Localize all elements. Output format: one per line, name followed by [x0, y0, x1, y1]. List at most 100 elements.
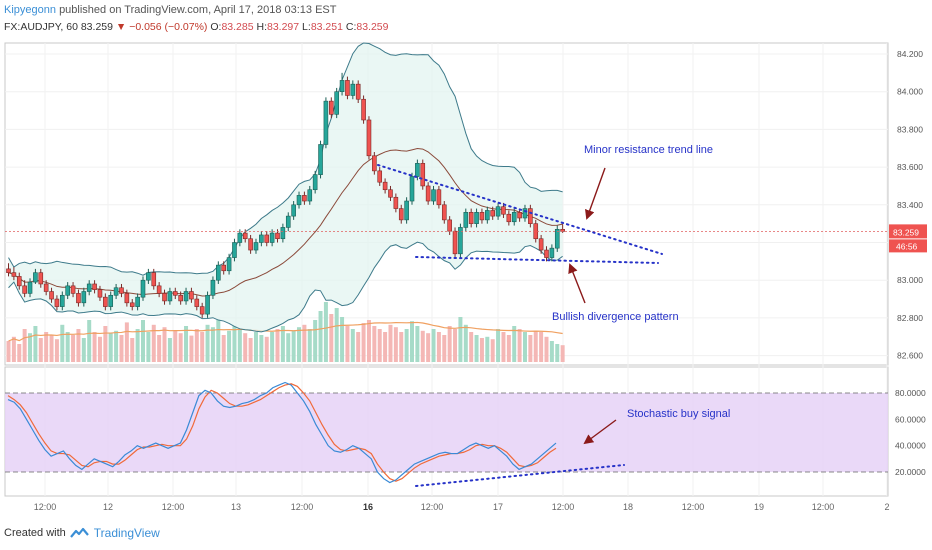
volume-bar: [399, 332, 404, 362]
candle-body: [194, 298, 200, 307]
tradingview-brand[interactable]: TradingView: [93, 526, 160, 540]
volume-bar: [97, 336, 102, 362]
candle-body: [92, 283, 97, 290]
candle-body: [334, 91, 339, 115]
close-value: 83.259: [356, 21, 389, 33]
volume-bar: [544, 336, 549, 362]
volume-bar: [38, 338, 43, 362]
volume-bar: [216, 320, 221, 362]
candle-body: [38, 272, 44, 285]
stoch-d-line: [7, 383, 557, 482]
change-value: ▼ −0.056 (−0.07%): [115, 21, 208, 33]
volume-bar: [54, 339, 59, 362]
candle-body: [554, 229, 560, 249]
candle-body: [458, 227, 463, 255]
volume-bar: [130, 338, 135, 362]
time-tick-label: 12:00: [162, 502, 185, 512]
volume-bar: [329, 314, 334, 362]
volume-bar: [167, 338, 172, 362]
open-label: O:: [210, 21, 222, 33]
candle-body: [59, 294, 65, 307]
candle-body: [129, 302, 135, 307]
volume-bar: [307, 329, 312, 362]
candle-body: [291, 204, 296, 217]
volume-bar: [291, 330, 296, 362]
price-tick-label: 83.000: [897, 275, 923, 285]
volume-bar: [151, 324, 156, 362]
candle-body: [328, 100, 334, 115]
stoch-arrow: [583, 419, 617, 445]
stoch-trend-line: [415, 464, 625, 487]
candle-body: [436, 189, 442, 206]
candle-body: [269, 232, 275, 243]
volume-bar: [453, 329, 458, 362]
last-price: 83.259: [80, 21, 113, 33]
volume-bar: [334, 308, 339, 362]
volume-bar: [178, 333, 183, 362]
volume-bar: [485, 336, 490, 362]
volume-bar: [549, 341, 554, 362]
volume-bar: [512, 326, 517, 362]
candle-body: [86, 283, 92, 292]
candle-body: [146, 272, 151, 281]
candle-body: [463, 212, 469, 228]
volume-bar: [11, 336, 16, 362]
ohlc-legend: FX:AUDJPY, 60 83.259 ▼ −0.056 (−0.07%) O…: [4, 21, 388, 33]
volume-bar: [49, 335, 54, 362]
candle-body: [172, 291, 178, 296]
candle-body: [65, 285, 70, 296]
resistance-trend-line: [377, 164, 663, 255]
candle-body: [232, 242, 237, 258]
volume-bar: [141, 320, 145, 362]
tradingview-logo-icon: [69, 527, 89, 538]
time-tick-label: 17: [493, 502, 503, 512]
candle-body: [76, 293, 81, 304]
price-tick-label: 84.000: [897, 87, 923, 97]
time-tick-label: 12:00: [552, 502, 575, 512]
candle-body: [27, 281, 33, 294]
time-tick-label: 12:00: [682, 502, 705, 512]
volume-bar: [92, 332, 97, 362]
candle-body: [479, 212, 485, 221]
volume-bar: [517, 329, 522, 362]
time-tick-label: 12:00: [812, 502, 835, 512]
volume-bar: [474, 335, 479, 362]
candle-body: [296, 195, 302, 206]
time-tick-label: 12: [103, 502, 113, 512]
volume-bar: [501, 332, 506, 362]
candle-body: [441, 204, 447, 221]
support-trend-line: [415, 256, 659, 264]
volume-bar: [162, 327, 167, 362]
candle-body: [210, 279, 216, 296]
candle-body: [113, 287, 119, 296]
volume-bar: [447, 326, 452, 362]
volume-bar: [560, 345, 565, 362]
candle-body: [11, 272, 17, 277]
volume-bar: [200, 332, 205, 362]
price-tick-label: 83.800: [897, 124, 923, 134]
stoch-tick-label: 60.0000: [895, 414, 926, 424]
volume-bar: [297, 327, 302, 362]
volume-bar: [415, 326, 420, 362]
volume-bar: [259, 335, 264, 362]
symbol-label: FX:AUDJPY, 60: [4, 21, 78, 33]
volume-bar: [506, 335, 511, 362]
volume-bar: [388, 324, 393, 362]
candle-body: [253, 242, 259, 251]
volume-bar: [426, 333, 431, 362]
candle-body: [382, 181, 388, 191]
divergence-annotation: Bullish divergence pattern: [552, 311, 679, 323]
candle-body: [81, 291, 87, 304]
volume-bar: [264, 336, 269, 362]
price-tick-label: 82.800: [897, 313, 923, 323]
publish-info: Kipyegonn published on TradingView.com, …: [4, 4, 337, 16]
volume-bar: [313, 320, 318, 362]
author-name[interactable]: Kipyegonn: [4, 4, 56, 16]
volume-bar: [383, 332, 388, 362]
candle-body: [366, 119, 372, 157]
volume-bar: [490, 339, 495, 362]
volume-ma-line: [8, 321, 563, 342]
candle-body: [156, 285, 162, 294]
volume-bar: [232, 326, 237, 362]
